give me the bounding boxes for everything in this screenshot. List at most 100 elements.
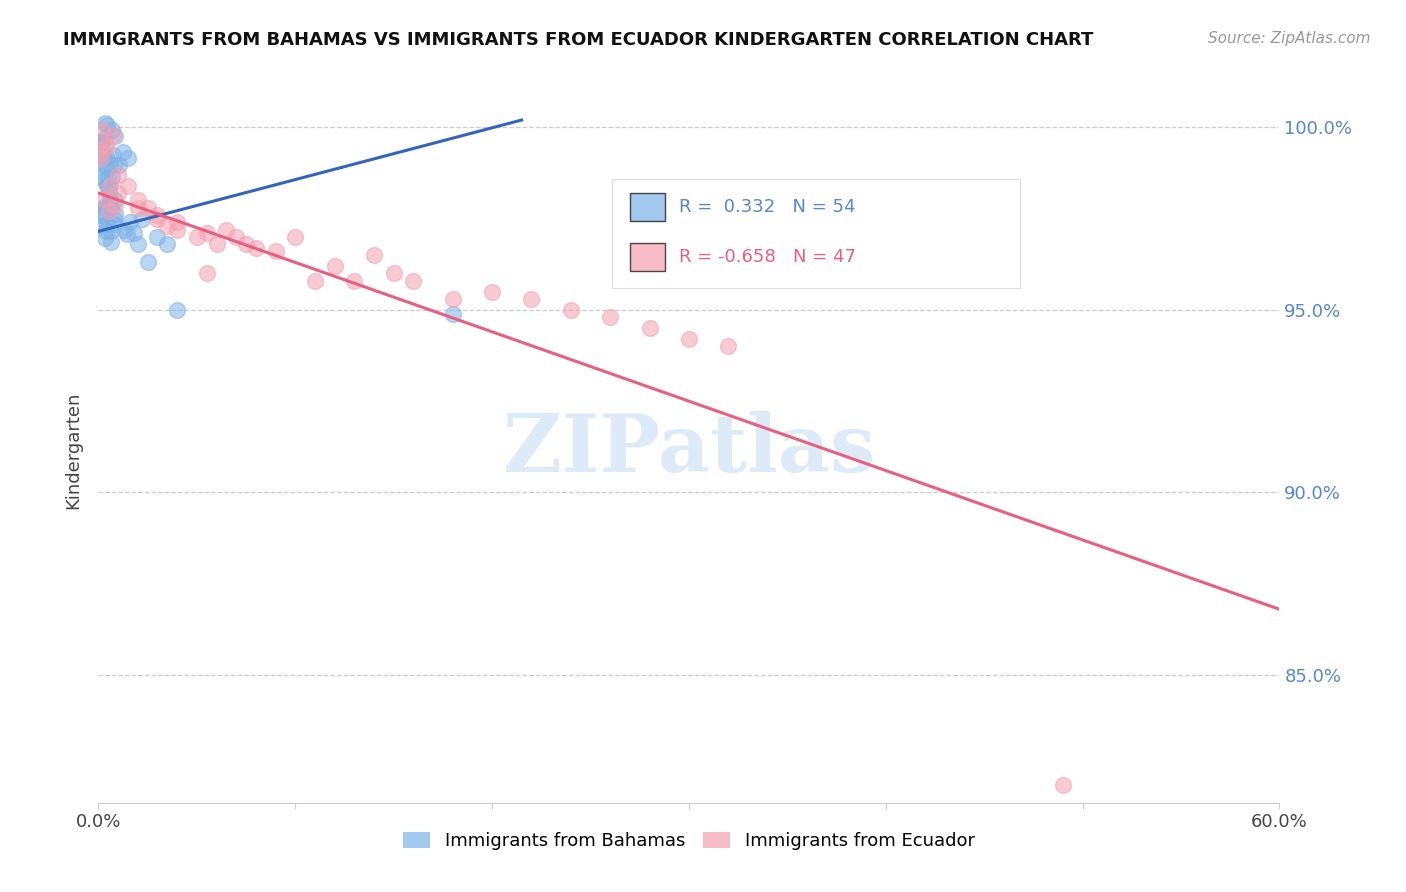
- Point: [112, 145, 135, 159]
- Point: [108, 157, 131, 171]
- Point: [166, 222, 188, 236]
- Point: [94, 131, 117, 145]
- Point: [93, 231, 115, 245]
- Point: [127, 237, 149, 252]
- Point: [118, 215, 141, 229]
- Point: [103, 211, 125, 226]
- Point: [156, 219, 179, 233]
- Point: [87, 218, 110, 232]
- Point: [98, 186, 121, 201]
- Point: [136, 201, 159, 215]
- Point: [402, 274, 425, 288]
- Point: [131, 211, 153, 226]
- Point: [115, 227, 138, 242]
- Point: [195, 226, 218, 240]
- Point: [98, 178, 121, 193]
- Point: [166, 215, 188, 229]
- Point: [100, 169, 122, 184]
- Point: [93, 173, 115, 187]
- Text: IMMIGRANTS FROM BAHAMAS VS IMMIGRANTS FROM ECUADOR KINDERGARTEN CORRELATION CHAR: IMMIGRANTS FROM BAHAMAS VS IMMIGRANTS FR…: [63, 31, 1094, 49]
- Point: [93, 208, 115, 222]
- Point: [323, 259, 346, 273]
- Legend: Immigrants from Bahamas, Immigrants from Ecuador: Immigrants from Bahamas, Immigrants from…: [396, 824, 981, 857]
- Point: [117, 178, 139, 193]
- Point: [104, 128, 127, 143]
- FancyBboxPatch shape: [630, 243, 665, 271]
- Text: R =  0.332   N = 54: R = 0.332 N = 54: [679, 198, 856, 217]
- Point: [304, 274, 326, 288]
- Point: [560, 302, 582, 317]
- Point: [94, 140, 117, 154]
- Point: [225, 230, 247, 244]
- Point: [127, 201, 149, 215]
- Point: [678, 332, 700, 346]
- Point: [97, 171, 120, 186]
- Point: [520, 292, 543, 306]
- Point: [90, 157, 112, 171]
- Point: [117, 152, 139, 166]
- Point: [100, 235, 122, 250]
- Point: [90, 151, 112, 165]
- Point: [107, 168, 129, 182]
- Point: [98, 157, 121, 171]
- Point: [146, 208, 169, 222]
- Point: [94, 150, 117, 164]
- Point: [94, 224, 117, 238]
- Text: R = -0.658   N = 47: R = -0.658 N = 47: [679, 248, 856, 266]
- Point: [215, 222, 238, 236]
- Point: [156, 237, 179, 252]
- Point: [104, 207, 127, 221]
- Point: [87, 169, 110, 184]
- Point: [441, 292, 464, 306]
- Point: [122, 226, 145, 240]
- Point: [245, 241, 267, 255]
- Point: [98, 193, 121, 207]
- Point: [87, 208, 110, 222]
- Point: [146, 230, 169, 244]
- Point: [100, 200, 122, 214]
- Point: [104, 193, 127, 207]
- Point: [97, 178, 120, 193]
- Point: [146, 211, 169, 226]
- Point: [91, 122, 114, 136]
- Point: [90, 135, 112, 149]
- Point: [481, 285, 503, 299]
- Point: [441, 307, 464, 321]
- Point: [96, 118, 118, 132]
- Point: [1052, 778, 1074, 792]
- Point: [101, 148, 124, 162]
- Point: [717, 339, 740, 353]
- Point: [90, 151, 112, 165]
- Point: [103, 158, 125, 172]
- Point: [166, 302, 188, 317]
- Point: [343, 274, 366, 288]
- Point: [599, 310, 621, 325]
- Point: [96, 217, 118, 231]
- Y-axis label: Kindergarten: Kindergarten: [65, 392, 83, 509]
- Point: [104, 198, 127, 212]
- Point: [264, 244, 287, 259]
- Point: [94, 116, 117, 130]
- Point: [100, 224, 122, 238]
- Point: [195, 266, 218, 280]
- Point: [90, 135, 112, 149]
- Point: [638, 321, 661, 335]
- Point: [97, 198, 120, 212]
- FancyBboxPatch shape: [630, 194, 665, 221]
- Point: [235, 237, 257, 252]
- Point: [101, 123, 124, 137]
- Point: [107, 186, 129, 200]
- Point: [94, 201, 117, 215]
- Point: [96, 161, 118, 175]
- Point: [96, 179, 118, 194]
- Point: [91, 147, 114, 161]
- Point: [90, 135, 112, 149]
- Point: [205, 237, 228, 252]
- Point: [93, 192, 115, 206]
- Point: [101, 128, 124, 142]
- Point: [103, 217, 125, 231]
- Point: [98, 204, 121, 219]
- Point: [382, 266, 405, 280]
- Text: Source: ZipAtlas.com: Source: ZipAtlas.com: [1208, 31, 1371, 46]
- Point: [186, 230, 208, 244]
